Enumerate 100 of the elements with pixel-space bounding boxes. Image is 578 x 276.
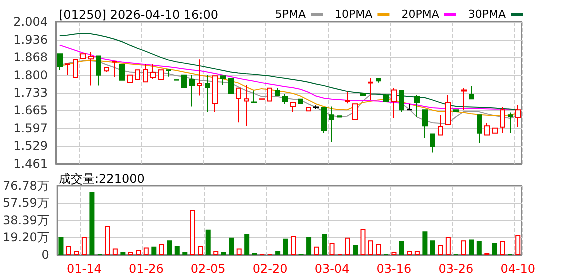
candlestick [352, 104, 358, 120]
y-tick-label: 0 [42, 248, 50, 262]
bar [469, 240, 474, 255]
bar [90, 192, 95, 255]
candlestick [181, 74, 187, 88]
candlestick [430, 134, 435, 154]
bar [314, 246, 320, 255]
y-tick-label: 1.665 [14, 104, 48, 118]
candlestick [228, 78, 234, 94]
candlestick [80, 54, 86, 60]
bar [430, 240, 436, 255]
candlestick [290, 102, 296, 112]
candlestick [461, 88, 467, 111]
candlestick [321, 107, 327, 134]
x-tick-label: 03-04 [314, 262, 350, 276]
y-tick-label: 2.004 [14, 15, 48, 29]
candlestick [267, 88, 272, 102]
candlestick [205, 74, 210, 112]
bar [276, 251, 281, 255]
y-tick-label: 19.20万 [2, 230, 50, 245]
candlestick [166, 70, 171, 78]
y-tick-label: 1.597 [14, 121, 48, 136]
candlestick [306, 107, 311, 112]
bar [66, 246, 72, 255]
candlestick [135, 70, 140, 80]
candlestick [282, 94, 288, 105]
bar [112, 248, 118, 255]
candlestick [112, 61, 117, 78]
bar [492, 243, 498, 255]
candlestick [453, 110, 459, 112]
bar [58, 237, 64, 255]
bar [74, 251, 80, 255]
bar [461, 240, 466, 255]
bar [330, 243, 335, 255]
bar [516, 235, 521, 255]
candlestick [422, 110, 428, 139]
candlestick [345, 91, 350, 104]
chart-title: 成交量:221000 [59, 172, 145, 186]
candlestick [143, 64, 148, 83]
bar [306, 237, 312, 255]
candlestick [399, 90, 404, 112]
bar [244, 234, 250, 255]
candlestick [414, 94, 420, 118]
y-tick-label: 1.936 [14, 32, 48, 47]
bar [167, 240, 172, 255]
candlestick [515, 104, 521, 128]
y-tick-label: 1.529 [14, 139, 48, 154]
bar [159, 244, 164, 255]
candlestick [508, 112, 513, 134]
bar [345, 238, 350, 255]
candlestick [477, 114, 482, 144]
bar [229, 238, 234, 255]
bar [376, 244, 382, 255]
candlestick [236, 88, 241, 124]
candlestick [73, 59, 78, 78]
bar [368, 240, 374, 255]
candlestick [445, 94, 451, 126]
y-tick-label: 1.868 [14, 50, 48, 65]
bar [105, 226, 110, 255]
candlestick [189, 74, 195, 108]
candlestick [57, 54, 63, 71]
candlestick [329, 106, 334, 143]
legend-label: 5PMA [275, 8, 307, 21]
candlestick [492, 128, 498, 134]
candlestick [220, 76, 226, 86]
x-tick-label: 03-16 [376, 262, 412, 276]
bar [144, 248, 149, 255]
y-tick-label: 76.78万 [2, 179, 50, 193]
bar [206, 230, 211, 255]
candlestick [500, 107, 505, 134]
candlestick [212, 76, 218, 112]
x-tick-label: 01-14 [67, 262, 102, 276]
candlestick [244, 84, 249, 127]
bar [438, 245, 444, 255]
y-tick-label: 1.461 [14, 157, 48, 171]
bar [353, 245, 358, 255]
bar [322, 234, 328, 255]
x-tick-label: 01-26 [128, 262, 164, 276]
bar [414, 251, 420, 255]
chart-title: [01250] 2026-04-10 16:00 [59, 8, 218, 22]
candlestick [104, 68, 109, 72]
x-tick-label: 02-20 [252, 262, 288, 276]
candlestick [368, 78, 373, 101]
bar [399, 242, 404, 255]
bar [291, 236, 296, 255]
bar [236, 248, 242, 255]
bar [500, 242, 506, 255]
x-tick-label: 04-10 [500, 262, 536, 276]
candlestick [313, 105, 319, 110]
candlestick [150, 64, 156, 80]
x-tick-label: 03-26 [438, 262, 474, 276]
legend-label: 20PMA [402, 8, 440, 21]
bar [152, 246, 157, 255]
bar [476, 242, 482, 255]
candlestick [376, 78, 381, 84]
candlestick [383, 94, 389, 102]
bar [174, 246, 180, 255]
bar [82, 237, 87, 255]
bar [446, 237, 451, 255]
candlestick [438, 114, 443, 136]
